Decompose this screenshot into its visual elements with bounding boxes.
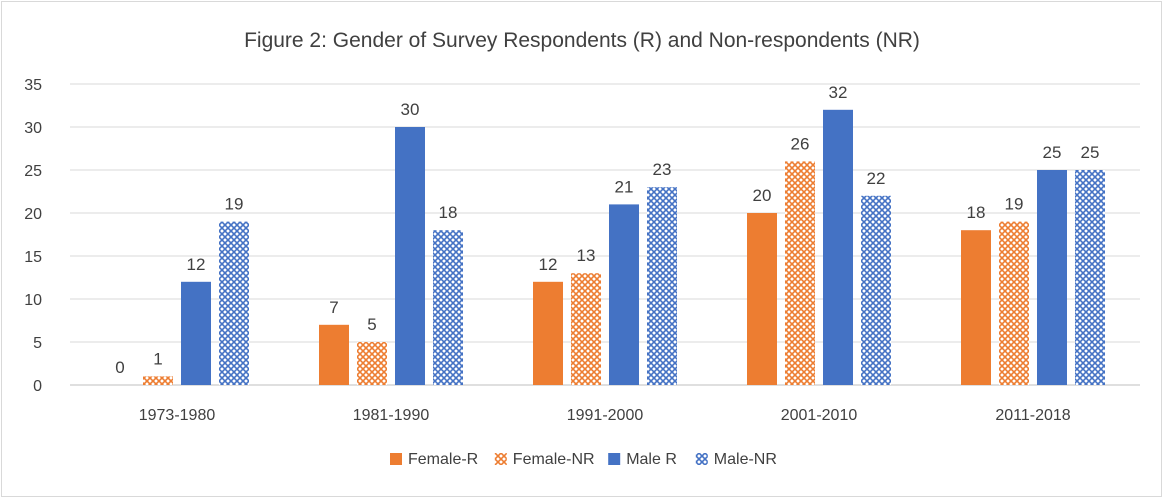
data-label: 22 [867,169,886,188]
bar [823,109,853,386]
y-tick-label: 15 [24,249,42,266]
y-tick-label: 35 [24,77,42,94]
x-tick-label: 2011-2018 [995,407,1070,424]
x-tick-label: 2001-2010 [781,407,858,424]
bar [861,195,891,385]
bar [1075,170,1105,385]
data-label: 5 [367,315,376,334]
y-tick-label: 25 [24,163,42,180]
data-label: 13 [577,246,596,265]
bar [395,127,425,385]
bar [433,230,463,385]
bar [785,161,815,385]
bar [143,376,173,385]
data-label: 21 [615,177,634,196]
legend-swatch [695,453,708,465]
bar [319,324,349,385]
data-label: 26 [791,134,810,153]
bars [143,109,1105,386]
legend: Female-R Female-NR Male R Male-NR [390,451,777,468]
data-labels: 0 1 12 19 7 5 30 18 12 13 21 23 20 26 32 22 18 19 25 25 [115,83,1099,377]
data-label: 12 [539,255,558,274]
bar [533,281,563,385]
data-label: 7 [329,298,338,317]
legend-swatch [608,453,621,465]
bar [219,221,249,385]
bar [181,281,211,385]
data-label: 19 [225,195,244,214]
legend-swatch [494,453,507,465]
bar [357,342,387,385]
legend-label: Male-NR [714,451,777,468]
legend-swatch [390,453,402,465]
data-label: 32 [829,83,848,102]
bar [747,213,777,385]
bar [647,187,677,385]
y-tick-label: 10 [24,292,42,309]
x-tick-label: 1981-1990 [353,407,430,424]
bar [1037,170,1067,385]
x-tick-label: 1973-1980 [139,407,216,424]
bar [571,273,601,385]
data-label: 0 [115,358,124,377]
data-label: 12 [187,255,206,274]
data-label: 18 [439,203,458,222]
y-tick-label: 5 [33,335,42,352]
bar [609,204,639,385]
data-label: 23 [653,160,672,179]
bar [999,221,1029,385]
legend-label: Female-NR [513,451,595,468]
x-axis-ticks: 1973-1980 1981-1990 1991-2000 2001-2010 2011… [139,407,1071,424]
data-label: 25 [1043,143,1062,162]
legend-label: Male R [626,451,677,468]
x-tick-label: 1991-2000 [567,407,644,424]
chart-title: Figure 2: Gender of Survey Respondents (… [244,29,920,52]
y-tick-label: 30 [24,120,42,137]
data-label: 20 [753,186,772,205]
legend-label: Female-R [408,451,478,468]
y-axis-ticks: 0 5 10 15 20 25 30 35 [24,77,42,395]
y-tick-label: 0 [33,378,42,395]
y-tick-label: 20 [24,206,42,223]
data-label: 1 [153,349,162,368]
data-label: 25 [1081,143,1100,162]
data-label: 19 [1005,195,1024,214]
bar [961,230,991,385]
data-label: 18 [967,203,986,222]
data-label: 30 [401,100,420,119]
